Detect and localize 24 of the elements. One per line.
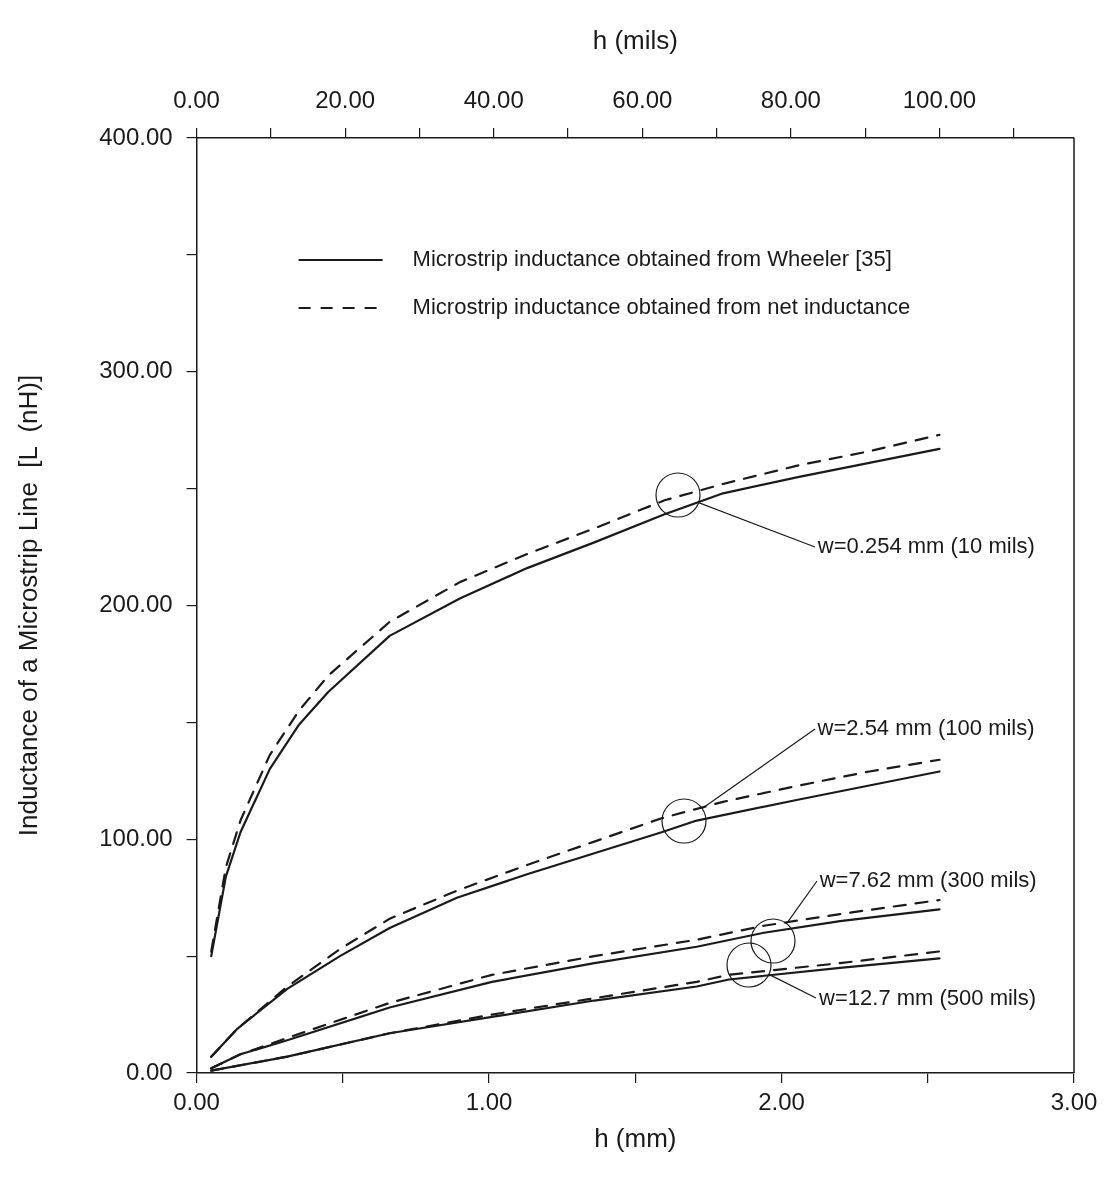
x2-tick-label: 60.00 bbox=[612, 86, 673, 114]
x2-axis-title: h (mils) bbox=[592, 24, 678, 55]
x-axis-title: h (mm) bbox=[594, 1122, 677, 1153]
x2-tick-label: 0.00 bbox=[173, 86, 220, 114]
y-tick-label: 300.00 bbox=[99, 356, 173, 384]
annotation: w=2.54 mm (100 mils) bbox=[816, 715, 1035, 741]
annotation: w=0.254 mm (10 mils) bbox=[816, 533, 1035, 559]
x2-tick-label: 80.00 bbox=[760, 86, 821, 114]
annotation: w=7.62 mm (300 mils) bbox=[818, 866, 1037, 892]
x2-tick-label: 100.00 bbox=[902, 86, 977, 114]
x-tick-label: 3.00 bbox=[1050, 1088, 1098, 1116]
legend-label: Microstrip inductance obtained from net inductance bbox=[412, 294, 911, 320]
y-axis-title: Inductance of a Microstrip Line [L (nH)] bbox=[12, 374, 43, 837]
annotation: w=12.7 mm (500 mils) bbox=[818, 984, 1037, 1010]
y-tick-label: 100.00 bbox=[99, 823, 173, 851]
x-tick-label: 0.00 bbox=[173, 1088, 220, 1116]
y-tick-label: 0.00 bbox=[125, 1057, 173, 1085]
x-tick-label: 1.00 bbox=[465, 1088, 513, 1116]
legend-label: Microstrip inductance obtained from Wheeler [35] bbox=[412, 246, 892, 272]
y-tick-label: 400.00 bbox=[99, 122, 173, 150]
x-tick-label: 2.00 bbox=[758, 1088, 805, 1116]
y-tick-label: 200.00 bbox=[99, 590, 173, 618]
x2-tick-label: 20.00 bbox=[315, 86, 376, 114]
x2-tick-label: 40.00 bbox=[463, 86, 524, 114]
